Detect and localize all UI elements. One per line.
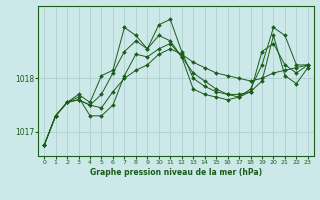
X-axis label: Graphe pression niveau de la mer (hPa): Graphe pression niveau de la mer (hPa) xyxy=(90,168,262,177)
